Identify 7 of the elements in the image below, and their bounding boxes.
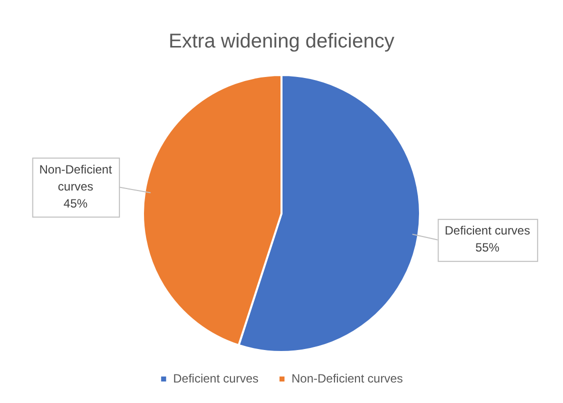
legend-label: Non-Deficient curves xyxy=(291,371,403,386)
chart-title: Extra widening deficiency xyxy=(168,30,394,53)
legend-label: Deficient curves xyxy=(173,371,259,386)
slice-label: Deficient curves xyxy=(444,224,530,238)
data-label: 55% xyxy=(475,240,500,255)
slice-label: Non-Deficient curves xyxy=(39,162,113,194)
data-label: 45% xyxy=(64,196,88,210)
